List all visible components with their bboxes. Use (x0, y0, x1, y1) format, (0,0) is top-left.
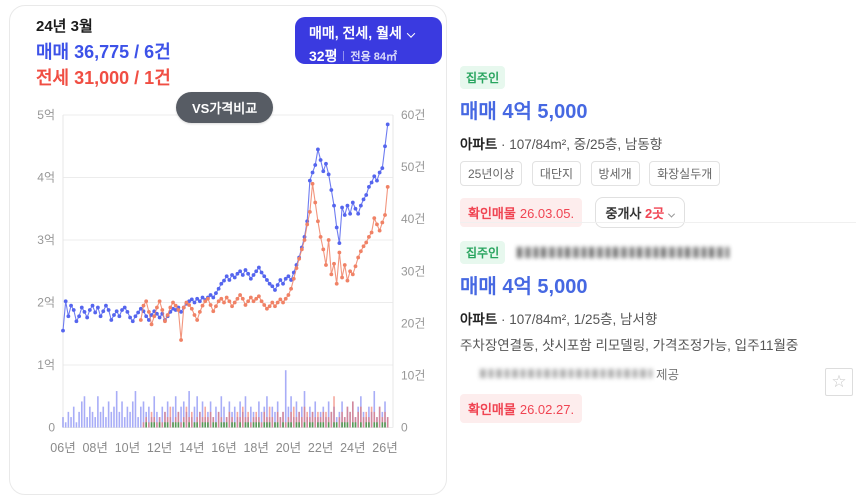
svg-text:0: 0 (401, 421, 408, 435)
svg-text:1억: 1억 (37, 358, 55, 372)
provider-suffix: 제공 (656, 368, 680, 382)
svg-text:5억: 5억 (37, 108, 55, 122)
listing-price: 매매 4억 5,000 (460, 101, 588, 123)
listing-spec: 아파트 · 107/84m², 1/25층, 남서향 (460, 312, 658, 327)
listing-card[interactable]: 집주인 매매 4억 5,000 아파트 · 107/84m², 1/25층, 남… (460, 241, 798, 423)
svg-text:26년: 26년 (372, 441, 397, 455)
svg-text:4억: 4억 (37, 171, 55, 185)
listing-tags: 25년이상 대단지 방세개 화장실두개 (460, 161, 725, 186)
svg-text:3억: 3억 (37, 233, 55, 247)
favorite-star-button[interactable]: ☆ (825, 368, 853, 396)
listing-provider-row: 제공 (480, 364, 798, 383)
summary-jeonse-price: 전세 31,000 / 1건 (36, 68, 171, 88)
svg-text:16년: 16년 (211, 441, 236, 455)
summary-sale-price: 매매 36,775 / 6건 (36, 42, 171, 62)
chevron-down-icon (668, 210, 676, 218)
listing-spec: 아파트 · 107/84m², 중/25층, 남동향 (460, 137, 663, 152)
divider (343, 51, 345, 61)
svg-text:14년: 14년 (179, 441, 204, 455)
svg-text:20건: 20건 (401, 316, 425, 330)
tag-chip: 화장실두개 (649, 161, 721, 186)
vs-price-compare-button[interactable]: VS가격비교 (176, 92, 274, 123)
tag-chip: 방세개 (590, 161, 640, 186)
svg-text:08년: 08년 (82, 441, 107, 455)
listing-price: 매매 4억 5,000 (460, 276, 588, 298)
area-filter-label: 32평 전용 84㎡ (309, 48, 397, 64)
listing-footer: 확인매물 26.03.05. 중개사 2곳 (460, 197, 725, 228)
svg-text:12년: 12년 (147, 441, 172, 455)
svg-text:30건: 30건 (401, 264, 425, 278)
blurred-provider-name (480, 369, 652, 378)
price-history-chart: 5억 4억 3억 2억 1억 0 60건 50건 40건 30건 20건 10건 0 06년 08년 10년 1… (37, 108, 425, 455)
listing-footer: 확인매물 26.02.27. (460, 394, 798, 423)
listing-divider (460, 222, 856, 223)
broker-count-button[interactable]: 중개사 2곳 (594, 197, 686, 228)
svg-text:0: 0 (48, 421, 55, 435)
blurred-listing-title (517, 247, 730, 258)
trade-type-filter-label: 매매, 전세, 월세 (309, 25, 416, 41)
svg-text:06년: 06년 (50, 441, 75, 455)
svg-text:50건: 50건 (401, 160, 425, 174)
tag-chip: 25년이상 (460, 161, 523, 186)
listing-description: 주차장연결동, 샷시포함 리모델링, 가격조정가능, 입주11월중 (460, 338, 799, 353)
tag-chip: 대단지 (531, 161, 582, 186)
svg-text:10건: 10건 (401, 368, 425, 382)
svg-text:20년: 20년 (276, 441, 301, 455)
owner-badge: 집주인 (460, 66, 506, 89)
trade-type-filter-button[interactable]: 매매, 전세, 월세 32평 전용 84㎡ (295, 17, 442, 64)
svg-text:40건: 40건 (401, 212, 425, 226)
listing-header-row: 집주인 (460, 241, 798, 264)
svg-text:10년: 10년 (115, 441, 140, 455)
star-icon: ☆ (831, 372, 847, 391)
owner-badge: 집주인 (460, 241, 506, 264)
svg-text:2억: 2억 (37, 296, 55, 310)
confirmed-listing-badge: 확인매물 26.02.27. (460, 394, 583, 423)
svg-text:22년: 22년 (308, 441, 333, 455)
summary-date: 24년 3월 (36, 18, 93, 35)
svg-text:18년: 18년 (243, 441, 268, 455)
listing-card[interactable]: 집주인 매매 4억 5,000 아파트 · 107/84m², 중/25층, 남… (460, 66, 725, 228)
svg-text:24년: 24년 (340, 441, 365, 455)
svg-text:60건: 60건 (401, 108, 425, 122)
